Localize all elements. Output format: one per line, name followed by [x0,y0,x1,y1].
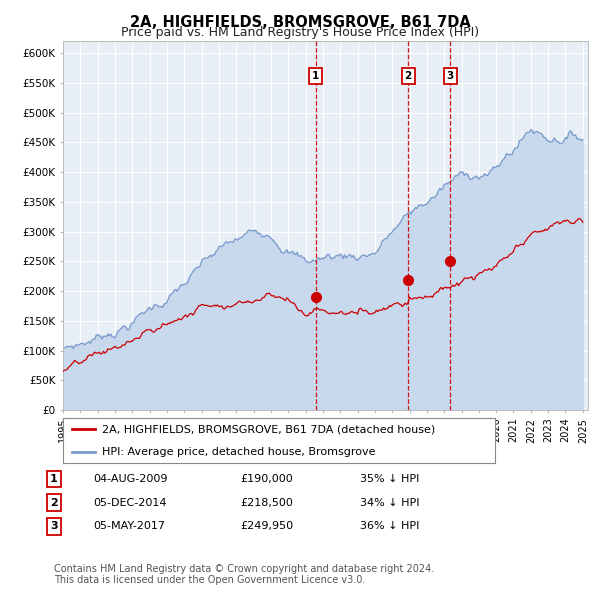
Text: 05-MAY-2017: 05-MAY-2017 [93,522,165,531]
Text: 2: 2 [404,71,412,81]
Text: 36% ↓ HPI: 36% ↓ HPI [360,522,419,531]
Text: £218,500: £218,500 [240,498,293,507]
Text: 1: 1 [50,474,58,484]
Text: £249,950: £249,950 [240,522,293,531]
Text: 35% ↓ HPI: 35% ↓ HPI [360,474,419,484]
Text: 04-AUG-2009: 04-AUG-2009 [93,474,167,484]
Text: 3: 3 [50,522,58,531]
Text: 34% ↓ HPI: 34% ↓ HPI [360,498,419,507]
Text: 2: 2 [50,498,58,507]
Text: HPI: Average price, detached house, Bromsgrove: HPI: Average price, detached house, Brom… [102,447,376,457]
Text: 2A, HIGHFIELDS, BROMSGROVE, B61 7DA (detached house): 2A, HIGHFIELDS, BROMSGROVE, B61 7DA (det… [102,424,435,434]
Text: Contains HM Land Registry data © Crown copyright and database right 2024.
This d: Contains HM Land Registry data © Crown c… [54,563,434,585]
Text: Price paid vs. HM Land Registry's House Price Index (HPI): Price paid vs. HM Land Registry's House … [121,26,479,39]
Text: 2A, HIGHFIELDS, BROMSGROVE, B61 7DA: 2A, HIGHFIELDS, BROMSGROVE, B61 7DA [130,15,470,30]
Text: 3: 3 [446,71,454,81]
Text: 05-DEC-2014: 05-DEC-2014 [93,498,167,507]
Text: 1: 1 [312,71,319,81]
Text: £190,000: £190,000 [240,474,293,484]
